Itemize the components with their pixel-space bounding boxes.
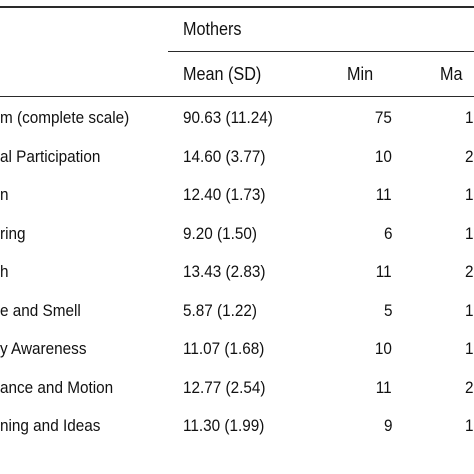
cell-mean-sd: 11.07 (1.68)	[183, 339, 265, 358]
column-header-max: Ma	[440, 64, 463, 84]
group-header-mothers: Mothers	[183, 19, 242, 39]
cell-min: 75	[374, 108, 392, 127]
cell-mean-sd: 13.43 (2.83)	[183, 262, 266, 281]
cell-min: 10	[374, 339, 392, 358]
row-label: al Participation	[0, 147, 101, 166]
cell-max: 1	[465, 185, 474, 204]
column-header-mean-sd: Mean (SD)	[183, 64, 262, 84]
cell-min: 9	[383, 416, 392, 435]
cell-min: 10	[374, 147, 392, 166]
row-label: e and Smell	[0, 301, 81, 320]
table-top-rule	[0, 6, 474, 8]
cell-mean-sd: 5.87 (1.22)	[183, 301, 258, 320]
row-label: h	[0, 262, 9, 281]
row-label: ring	[0, 224, 26, 243]
cell-max: 2	[465, 378, 474, 397]
cell-mean-sd: 90.63 (11.24)	[183, 108, 273, 127]
group-header-rule	[168, 51, 474, 52]
cell-max: 1	[465, 108, 474, 127]
row-label: ance and Motion	[0, 378, 114, 397]
cell-max: 2	[465, 147, 474, 166]
cell-mean-sd: 9.20 (1.50)	[183, 224, 258, 243]
cell-max: 1	[465, 224, 474, 243]
cell-mean-sd: 14.60 (3.77)	[183, 147, 266, 166]
cell-min: 11	[376, 185, 392, 204]
cell-min: 11	[376, 262, 392, 281]
column-header-min: Min	[347, 64, 374, 84]
cell-max: 2	[465, 262, 474, 281]
cell-min: 5	[383, 301, 392, 320]
row-label: ning and Ideas	[0, 416, 101, 435]
row-label: n	[0, 185, 9, 204]
row-label: m (complete scale)	[0, 108, 130, 127]
header-bottom-rule	[0, 96, 474, 97]
cell-mean-sd: 11.30 (1.99)	[183, 416, 265, 435]
cell-max: 1	[465, 416, 474, 435]
cell-min: 11	[376, 378, 392, 397]
cell-max: 1	[465, 301, 474, 320]
cell-mean-sd: 12.77 (2.54)	[183, 378, 266, 397]
cell-min: 6	[383, 224, 392, 243]
cell-max: 1	[465, 339, 474, 358]
cell-mean-sd: 12.40 (1.73)	[183, 185, 266, 204]
row-label: y Awareness	[0, 339, 87, 358]
